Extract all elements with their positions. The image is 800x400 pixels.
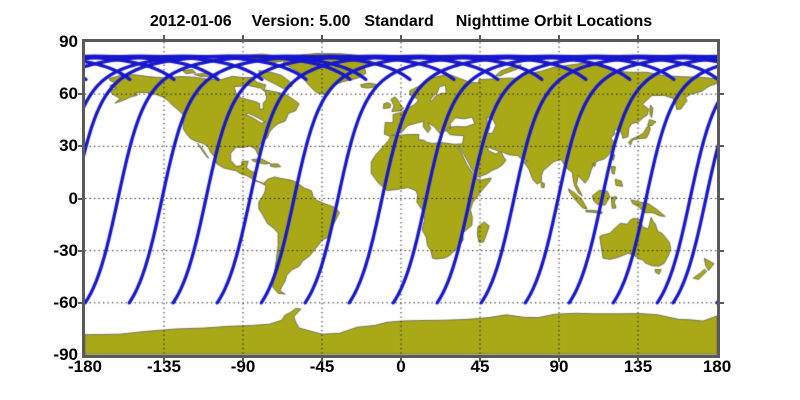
tick-mark: [720, 93, 724, 96]
plot-title: 2012-01-06 Version: 5.00 Standard Nightt…: [85, 13, 717, 31]
tick-mark: [400, 35, 402, 39]
x-tick-label: -90: [230, 357, 256, 376]
tick-mark: [720, 249, 724, 252]
tick-mark: [78, 197, 82, 200]
tick-mark: [637, 358, 639, 362]
x-tick-label: 0: [396, 357, 406, 376]
tick-mark: [163, 35, 165, 39]
x-tick-label: -45: [309, 357, 335, 376]
tick-mark: [78, 145, 82, 148]
x-tick-label: -135: [146, 357, 182, 376]
y-tick-label: -30: [53, 240, 78, 260]
map-canvas: [85, 42, 717, 355]
tick-mark: [321, 358, 323, 362]
tick-mark: [558, 358, 560, 362]
y-tick-label: 90: [59, 32, 78, 51]
y-tick-label: -90: [53, 345, 78, 364]
tick-mark: [242, 358, 244, 362]
x-tick-label: 45: [470, 357, 490, 376]
tick-mark: [78, 301, 82, 304]
y-tick-label: 30: [59, 136, 78, 156]
tick-mark: [720, 301, 724, 304]
x-tick-label: 135: [623, 357, 653, 376]
tick-mark: [720, 145, 724, 148]
title-mode: Standard: [364, 13, 434, 30]
x-tick-label: 180: [702, 357, 732, 376]
x-tick-label: 90: [549, 357, 569, 376]
tick-mark: [321, 35, 323, 39]
y-tick-label: -60: [53, 292, 78, 312]
y-tick-label: 0: [68, 188, 78, 208]
tick-mark: [78, 93, 82, 96]
tick-mark: [720, 197, 724, 200]
y-tick-label: 60: [59, 84, 78, 104]
x-tick-label: -180: [67, 357, 103, 376]
title-version: Version: 5.00: [251, 13, 351, 30]
tick-mark: [479, 35, 481, 39]
tick-mark: [558, 35, 560, 39]
tick-mark: [78, 249, 82, 252]
tick-mark: [637, 35, 639, 39]
plot-frame: [82, 39, 720, 358]
tick-mark: [163, 358, 165, 362]
tick-mark: [400, 358, 402, 362]
tick-mark: [242, 35, 244, 39]
title-date: 2012-01-06: [149, 13, 232, 30]
tick-mark: [479, 358, 481, 362]
title-name: Nighttime Orbit Locations: [455, 13, 653, 30]
